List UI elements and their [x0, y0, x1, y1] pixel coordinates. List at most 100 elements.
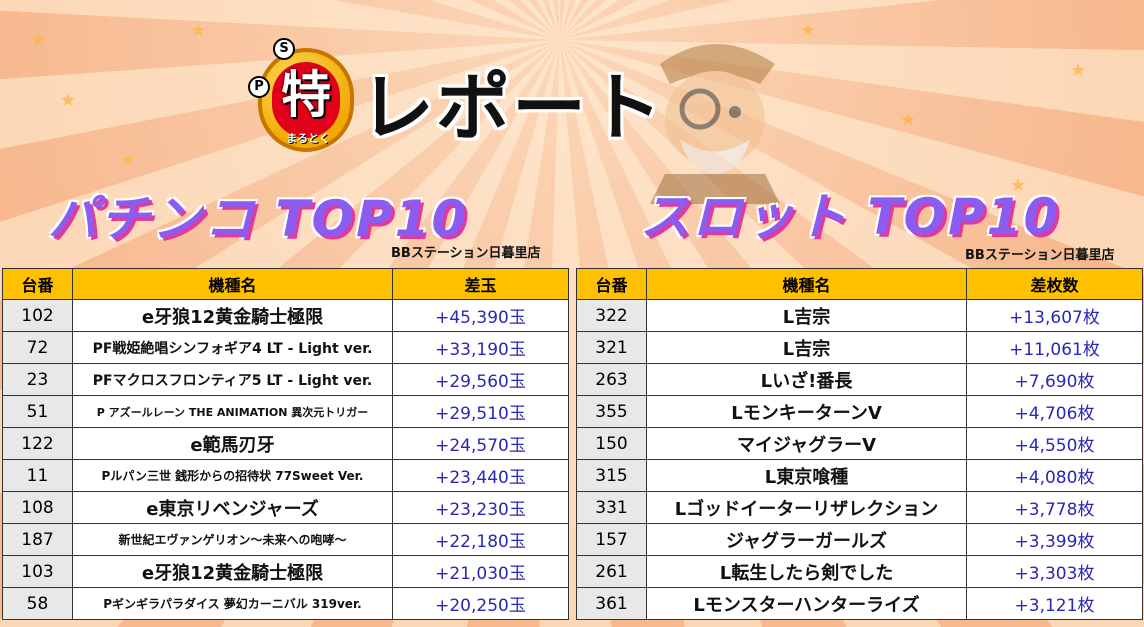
logo-s-mark: S — [273, 38, 295, 60]
logo-badge-center — [272, 62, 340, 138]
diff-value: +4,550枚 — [966, 427, 1143, 460]
table-row: 263 Lいざ!番長 +7,690枚 — [576, 363, 1143, 396]
pachinko-store-name: BBステーション日暮里店 — [391, 246, 541, 261]
machine-number: 361 — [576, 587, 647, 620]
machine-name: Lモンスターハンターライズ — [646, 587, 967, 620]
star-icon: ★ — [60, 90, 77, 111]
diff-value: +45,390玉 — [392, 299, 569, 332]
machine-number: 322 — [576, 299, 647, 332]
machine-number: 51 — [2, 395, 73, 428]
table-row: 103 e牙狼12黄金騎士極限 +21,030玉 — [2, 555, 569, 588]
column-header-machine: 機種名 — [72, 268, 393, 300]
table-row: 187 新世紀エヴァンゲリオン～未来への咆哮～ +22,180玉 — [2, 523, 569, 556]
diff-value: +23,230玉 — [392, 491, 569, 524]
star-icon: ★ — [900, 110, 917, 131]
pachinko-title: パチンコ TOP10 — [48, 190, 469, 248]
column-header-number: 台番 — [2, 268, 73, 300]
table-row: 322 L吉宗 +13,607枚 — [576, 299, 1143, 332]
logo-sub-text: まるとく — [286, 132, 330, 145]
machine-number: 11 — [2, 459, 73, 492]
logo-toku-text: 特 — [281, 66, 331, 124]
table-header-row: 台番 機種名 差玉 — [2, 268, 569, 300]
diff-value: +13,607枚 — [966, 299, 1143, 332]
machine-name: e牙狼12黄金騎士極限 — [72, 299, 393, 332]
table-header-row: 台番 機種名 差枚数 — [576, 268, 1143, 300]
table-row: 122 e範馬刃牙 +24,570玉 — [2, 427, 569, 460]
machine-name: L吉宗 — [646, 331, 967, 364]
machine-number: 103 — [2, 555, 73, 588]
machine-name: 新世紀エヴァンゲリオン～未来への咆哮～ — [72, 523, 393, 556]
logo-report-text: レポート — [360, 65, 664, 151]
table-row: 23 PFマクロスフロンティア5 LT - Light ver. +29,560玉 — [2, 363, 569, 396]
table-row: 51 P アズールレーン THE ANIMATION 異次元トリガー +29,510… — [2, 395, 569, 428]
diff-value: +33,190玉 — [392, 331, 569, 364]
diff-value: +4,706枚 — [966, 395, 1143, 428]
table-row: 321 L吉宗 +11,061枚 — [576, 331, 1143, 364]
table-row: 361 Lモンスターハンターライズ +3,121枚 — [576, 587, 1143, 620]
diff-value: +7,690枚 — [966, 363, 1143, 396]
table-row: 157 ジャグラーガールズ +3,399枚 — [576, 523, 1143, 556]
column-header-number: 台番 — [576, 268, 647, 300]
machine-name: e牙狼12黄金騎士極限 — [72, 555, 393, 588]
table-row: 72 PF戦姫絶唱シンフォギア4 LT - Light ver. +33,190玉 — [2, 331, 569, 364]
machine-name: e範馬刃牙 — [72, 427, 393, 460]
slot-store-name: BBステーション日暮里店 — [965, 248, 1115, 263]
machine-number: 122 — [2, 427, 73, 460]
machine-name: L吉宗 — [646, 299, 967, 332]
table-row: 150 マイジャグラーV +4,550枚 — [576, 427, 1143, 460]
table-row: 331 Lゴッドイーターリザレクション +3,778枚 — [576, 491, 1143, 524]
diff-value: +3,303枚 — [966, 555, 1143, 588]
table-row: 108 e東京リベンジャーズ +23,230玉 — [2, 491, 569, 524]
machine-number: 331 — [576, 491, 647, 524]
machine-name: Pルパン三世 銭形からの招待状 77Sweet Ver. — [72, 459, 393, 492]
machine-name: L東京喰種 — [646, 459, 967, 492]
star-icon: ★ — [120, 150, 137, 171]
machine-number: 150 — [576, 427, 647, 460]
diff-value: +21,030玉 — [392, 555, 569, 588]
star-icon: ★ — [190, 20, 207, 41]
machine-number: 315 — [576, 459, 647, 492]
machine-number: 187 — [2, 523, 73, 556]
star-icon: ★ — [800, 20, 817, 41]
machine-number: 72 — [2, 331, 73, 364]
diff-value: +29,510玉 — [392, 395, 569, 428]
machine-number: 263 — [576, 363, 647, 396]
table-row: 11 Pルパン三世 銭形からの招待状 77Sweet Ver. +23,440玉 — [2, 459, 569, 492]
pachinko-ranking-table: 台番 機種名 差玉 102 e牙狼12黄金騎士極限 +45,390玉 72 PF戦姫絶… — [2, 268, 569, 620]
machine-number: 355 — [576, 395, 647, 428]
star-icon: ★ — [1070, 60, 1087, 81]
diff-value: +3,399枚 — [966, 523, 1143, 556]
diff-value: +22,180玉 — [392, 523, 569, 556]
machine-name: PFマクロスフロンティア5 LT - Light ver. — [72, 363, 393, 396]
machine-name: PF戦姫絶唱シンフォギア4 LT - Light ver. — [72, 331, 393, 364]
machine-name: L転生したら剣でした — [646, 555, 967, 588]
machine-number: 108 — [2, 491, 73, 524]
column-header-diff: 差枚数 — [966, 268, 1143, 300]
diff-value: +3,778枚 — [966, 491, 1143, 524]
table-row: 355 LモンキーターンV +4,706枚 — [576, 395, 1143, 428]
diff-value: +20,250玉 — [392, 587, 569, 620]
machine-name: ジャグラーガールズ — [646, 523, 967, 556]
star-icon: ★ — [30, 30, 47, 51]
machine-number: 102 — [2, 299, 73, 332]
table-row: 58 Pギンギラパラダイス 夢幻カーニバル 319ver. +20,250玉 — [2, 587, 569, 620]
logo-p-mark: P — [248, 76, 270, 98]
slot-ranking-table: 台番 機種名 差枚数 322 L吉宗 +13,607枚 321 L吉宗 +11,061枚… — [576, 268, 1143, 620]
table-row: 315 L東京喰種 +4,080枚 — [576, 459, 1143, 492]
diff-value: +23,440玉 — [392, 459, 569, 492]
table-row: 261 L転生したら剣でした +3,303枚 — [576, 555, 1143, 588]
machine-number: 261 — [576, 555, 647, 588]
machine-number: 157 — [576, 523, 647, 556]
diff-value: +11,061枚 — [966, 331, 1143, 364]
machine-name: e東京リベンジャーズ — [72, 491, 393, 524]
machine-name: Lゴッドイーターリザレクション — [646, 491, 967, 524]
machine-name: Pギンギラパラダイス 夢幻カーニバル 319ver. — [72, 587, 393, 620]
machine-number: 58 — [2, 587, 73, 620]
diff-value: +3,121枚 — [966, 587, 1143, 620]
diff-value: +4,080枚 — [966, 459, 1143, 492]
machine-name: P アズールレーン THE ANIMATION 異次元トリガー — [72, 395, 393, 428]
slot-title: スロット TOP10 — [640, 188, 1061, 246]
machine-name: Lいざ!番長 — [646, 363, 967, 396]
diff-value: +29,560玉 — [392, 363, 569, 396]
column-header-machine: 機種名 — [646, 268, 967, 300]
